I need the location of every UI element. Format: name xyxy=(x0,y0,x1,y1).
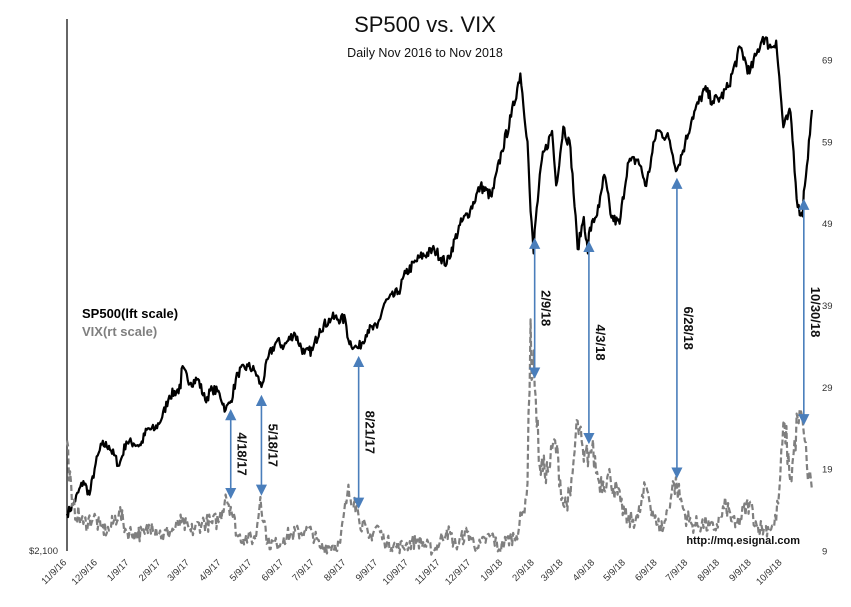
x-tick-label: 2/9/18 xyxy=(510,557,536,583)
annotation-label: 2/9/18 xyxy=(539,290,554,326)
vix-line xyxy=(65,318,814,556)
x-tick-label: 3/9/17 xyxy=(165,557,191,583)
annotation-label: 4/3/18 xyxy=(593,324,608,360)
right-axis-ticks: 9 19 29 39 49 59 69 xyxy=(822,55,833,557)
right-tick-label: 29 xyxy=(822,383,833,394)
annotation-label: 4/18/17 xyxy=(235,432,250,475)
chart-subtitle: Daily Nov 2016 to Nov 2018 xyxy=(347,46,503,60)
x-axis-ticks: 11/9/16 12/9/16 1/9/17 2/9/17 3/9/17 4/9/17 5/… xyxy=(39,557,784,587)
right-tick-label: 19 xyxy=(822,465,833,476)
annotation-group: 4/18/17 5/18/17 8/21/17 2/9/18 4/3/18 6/28/18… xyxy=(225,177,823,509)
annotation-label: 8/21/17 xyxy=(363,411,378,454)
x-tick-label: 7/9/18 xyxy=(664,557,690,583)
x-tick-label: 10/9/18 xyxy=(754,557,784,587)
x-tick-label: 1/9/17 xyxy=(105,557,131,583)
x-tick-label: 1/9/18 xyxy=(479,557,505,583)
right-tick-label: 59 xyxy=(822,137,833,148)
chart-title: SP500 vs. VIX xyxy=(354,12,496,37)
x-tick-label: 6/9/18 xyxy=(633,557,659,583)
x-tick-label: 4/9/18 xyxy=(571,557,597,583)
annotation-label: 10/30/18 xyxy=(808,287,823,338)
x-tick-label: 6/9/17 xyxy=(260,557,286,583)
annotation-label: 5/18/17 xyxy=(265,424,280,467)
x-tick-label: 7/9/17 xyxy=(290,557,316,583)
x-tick-label: 9/9/17 xyxy=(354,557,380,583)
sp500-line xyxy=(65,35,814,519)
x-tick-label: 4/9/17 xyxy=(197,557,223,583)
x-tick-label: 5/9/18 xyxy=(601,557,627,583)
x-tick-label: 11/9/17 xyxy=(413,557,443,587)
legend-sp500: SP500(lft scale) xyxy=(82,306,178,321)
legend-vix: VIX(rt scale) xyxy=(82,324,157,339)
x-tick-label: 8/9/18 xyxy=(696,557,722,583)
x-tick-label: 9/9/18 xyxy=(727,557,753,583)
source-label: http://mq.esignal.com xyxy=(686,535,800,547)
x-tick-label: 2/9/17 xyxy=(137,557,163,583)
annotation-label: 6/28/18 xyxy=(681,306,696,349)
left-axis-label: $2,100 xyxy=(29,546,58,557)
right-tick-label: 49 xyxy=(822,219,833,230)
right-tick-label: 69 xyxy=(822,55,833,66)
x-tick-label: 3/9/18 xyxy=(539,557,565,583)
x-tick-label: 12/9/16 xyxy=(70,557,100,587)
x-tick-label: 11/9/16 xyxy=(39,557,69,587)
x-tick-label: 10/9/17 xyxy=(381,557,411,587)
right-tick-label: 9 xyxy=(822,547,827,558)
x-tick-label: 8/9/17 xyxy=(322,557,348,583)
x-tick-label: 5/9/17 xyxy=(228,557,254,583)
x-tick-label: 12/9/17 xyxy=(443,557,473,587)
right-tick-label: 39 xyxy=(822,301,833,312)
series-group xyxy=(65,35,814,556)
